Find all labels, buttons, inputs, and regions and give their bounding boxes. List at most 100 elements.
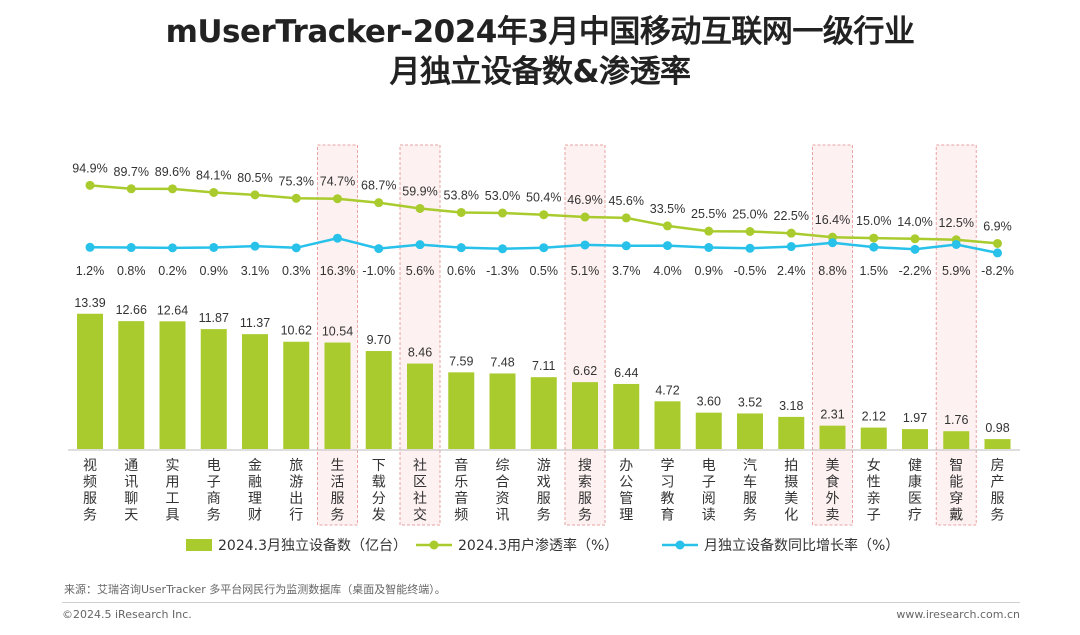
penetration-point-17 [786, 228, 796, 238]
growth-label-7: -1.0% [362, 264, 395, 278]
penetration-point-11 [539, 210, 549, 220]
growth-point-19 [869, 242, 879, 252]
bar-3 [200, 329, 227, 449]
penetration-point-4 [250, 190, 260, 200]
penetration-label-18: 16.4% [815, 213, 850, 227]
penetration-point-6 [333, 194, 342, 204]
bar-value-label-0: 13.39 [74, 296, 105, 310]
penetration-label-7: 68.7% [361, 179, 396, 193]
category-label-10: 综合资讯 [496, 458, 510, 524]
growth-label-20: -2.2% [899, 264, 932, 278]
chart-title: mUserTracker-2024年3月中国移动互联网一级行业 月独立设备数&渗… [0, 12, 1080, 92]
penetration-point-0 [85, 180, 95, 190]
penetration-label-1: 89.7% [114, 165, 149, 179]
bar-0 [77, 313, 103, 449]
bar-value-label-13: 6.44 [614, 366, 638, 380]
bar-value-label-9: 7.59 [449, 354, 473, 368]
category-label-0: 视频服务 [83, 458, 97, 524]
penetration-point-5 [291, 193, 301, 203]
penetration-label-16: 25.0% [732, 208, 767, 222]
bar-value-label-17: 3.18 [779, 399, 803, 413]
bar-11 [530, 377, 557, 449]
bar-value-label-11: 7.11 [532, 359, 555, 373]
bar-value-label-5: 10.62 [281, 324, 312, 338]
legend-bar-swatch [186, 539, 212, 551]
growth-point-10 [498, 244, 507, 254]
bar-10 [489, 373, 516, 449]
growth-label-10: -1.3% [486, 264, 519, 278]
bar-value-label-2: 12.64 [157, 303, 188, 317]
growth-point-9 [456, 243, 466, 253]
bar-value-label-12: 6.62 [573, 364, 597, 378]
copyright: ©2024.5 iResearch Inc. [62, 608, 192, 621]
bar-15 [695, 412, 722, 449]
bar-value-label-10: 7.48 [490, 355, 514, 369]
legend-penetration-marker [429, 540, 439, 550]
source-note: 来源：艾瑞咨询UserTracker 多平台网民行为监测数据库（桌面及智能终端）… [64, 583, 446, 596]
category-label-20: 健康医疗 [908, 458, 922, 524]
bar-13 [613, 383, 640, 449]
growth-label-16: -0.5% [734, 264, 767, 278]
highlight-box-21 [935, 144, 977, 526]
bar-21 [943, 431, 970, 449]
bar-value-label-8: 8.46 [408, 346, 432, 360]
bar-value-label-6: 10.54 [322, 325, 353, 339]
penetration-point-12 [580, 212, 590, 222]
penetration-point-9 [456, 207, 466, 217]
growth-label-17: 2.4% [777, 264, 806, 278]
growth-label-9: 0.6% [447, 264, 476, 278]
penetration-point-8 [415, 203, 425, 213]
penetration-label-20: 14.0% [897, 215, 932, 229]
penetration-point-2 [168, 184, 177, 194]
growth-point-6 [333, 233, 342, 243]
category-label-7: 下载分发 [372, 458, 386, 524]
bar-value-label-14: 4.72 [655, 383, 679, 397]
growth-label-22: -8.2% [981, 264, 1014, 278]
penetration-point-13 [621, 213, 631, 223]
penetration-label-6: 74.7% [320, 175, 355, 189]
penetration-label-9: 53.8% [444, 188, 479, 202]
bar-5 [283, 341, 310, 449]
legend-penetration-label: 2024.3用户渗透率（%） [458, 537, 618, 554]
bar-9 [448, 372, 475, 449]
bar-value-label-18: 2.31 [820, 408, 844, 422]
category-label-19: 女性亲子 [867, 457, 881, 524]
penetration-point-10 [498, 208, 507, 218]
bar-value-label-4: 11.37 [240, 316, 270, 330]
bar-value-label-22: 0.98 [985, 421, 1009, 435]
penetration-label-15: 25.5% [691, 207, 726, 221]
category-label-14: 学习教育 [661, 458, 675, 524]
penetration-label-11: 50.4% [526, 191, 561, 205]
growth-point-13 [621, 241, 631, 251]
category-label-2: 实用工具 [166, 458, 180, 524]
bar-4 [242, 334, 268, 449]
bar-value-label-1: 12.66 [116, 303, 147, 317]
bar-6 [324, 342, 351, 449]
bar-7 [365, 351, 392, 449]
category-label-8: 社区社交 [413, 458, 427, 524]
growth-label-11: 0.5% [530, 264, 559, 278]
penetration-point-19 [869, 233, 879, 243]
penetration-point-15 [704, 226, 714, 236]
bar-12 [572, 382, 598, 449]
penetration-point-16 [745, 227, 755, 236]
penetration-point-20 [910, 234, 920, 244]
growth-label-8: 5.6% [406, 264, 435, 278]
category-label-21: 智能穿戴 [949, 458, 963, 524]
bar-14 [654, 401, 681, 449]
growth-label-4: 3.1% [241, 264, 270, 278]
growth-label-2: 0.2% [158, 264, 187, 278]
penetration-label-5: 75.3% [279, 174, 314, 188]
growth-point-5 [291, 243, 301, 253]
bar-value-label-16: 3.52 [738, 395, 762, 409]
growth-label-3: 0.9% [200, 264, 229, 278]
category-label-22: 房产服务 [991, 458, 1005, 524]
footer-divider [62, 602, 1020, 603]
penetration-label-2: 89.6% [155, 165, 190, 179]
category-label-9: 音乐音频 [454, 457, 468, 524]
growth-point-7 [374, 244, 384, 254]
penetration-label-17: 22.5% [774, 209, 809, 223]
penetration-point-22 [993, 238, 1002, 248]
penetration-label-12: 46.9% [567, 193, 602, 207]
growth-label-5: 0.3% [282, 264, 311, 278]
